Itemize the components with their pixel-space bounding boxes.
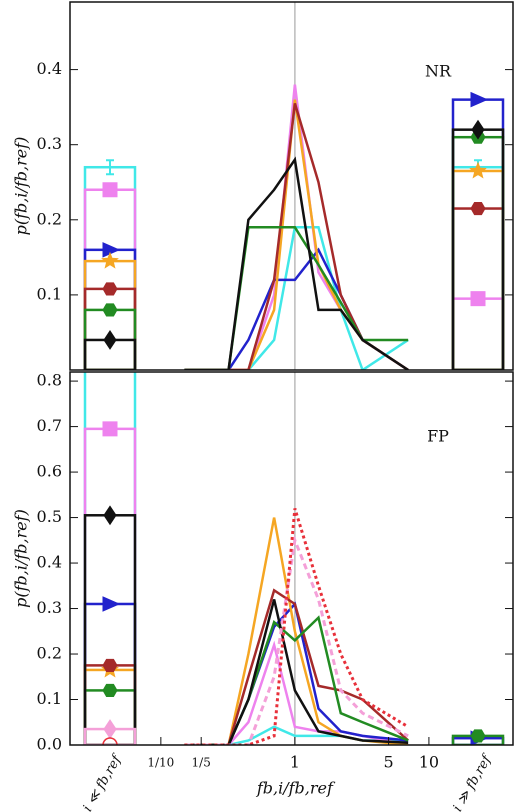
panel-frame: [69, 1, 514, 371]
bar: [451, 165, 505, 370]
marker: [102, 303, 118, 317]
marker: [102, 282, 118, 296]
y-axis-label: p(fb,i/fb,ref): [12, 509, 31, 608]
bar: [451, 169, 505, 370]
bar: [83, 287, 137, 370]
marker: [470, 291, 486, 307]
y-tick-label: 0.3: [37, 598, 62, 617]
series-line: [184, 599, 409, 745]
marker: [103, 505, 117, 526]
x-axis-label: fb,i/fb,ref: [256, 779, 336, 798]
series-line: [184, 156, 409, 370]
y-tick-label: 0.2: [37, 209, 62, 228]
series-line: [184, 615, 409, 745]
series-line: [184, 247, 409, 370]
y-tick-label: 0.4: [37, 59, 62, 78]
series-line: [184, 601, 409, 745]
marker: [471, 119, 485, 140]
marker: [102, 683, 118, 697]
y-tick-label: 0.4: [37, 553, 62, 572]
low-label: fb,i ≪ fb,ref: [71, 751, 125, 812]
marker: [103, 159, 117, 176]
panel-label: NR: [425, 62, 452, 81]
marker: [101, 251, 119, 269]
marker: [470, 729, 486, 743]
series-line: [184, 226, 409, 370]
bar: [451, 297, 505, 370]
y-tick-label: 0.5: [37, 507, 62, 526]
series-line: [184, 99, 409, 370]
marker: [102, 421, 118, 437]
bar: [83, 514, 137, 745]
y-tick-label: 0.2: [37, 644, 62, 663]
panel-frame: [69, 371, 514, 746]
x-tick-label: 1: [290, 753, 300, 772]
marker: [102, 182, 118, 198]
marker: [102, 737, 118, 745]
y-tick-label: 0.8: [37, 371, 62, 390]
y-tick-label: 0.0: [37, 735, 62, 754]
marker: [102, 596, 121, 612]
marker: [102, 242, 121, 258]
y-tick-label: 0.1: [37, 284, 62, 303]
plot-area: [83, 2, 505, 370]
x-tick-label: 1/10: [147, 756, 174, 770]
series-line: [184, 226, 409, 370]
y-tick-label: 0.1: [37, 689, 62, 708]
series-line: [184, 103, 409, 370]
high-label: fb,i ≫ fb,ref: [441, 751, 495, 812]
panel-label: FP: [427, 427, 449, 446]
y-tick-label: 0.7: [37, 416, 62, 435]
y-tick-label: 0.3: [37, 134, 62, 153]
marker: [103, 330, 117, 350]
bar: [83, 372, 137, 745]
y-axis-label: p(fb,i/fb,ref): [12, 137, 31, 236]
x-tick-label: 1/5: [192, 756, 211, 770]
bar: [83, 427, 137, 745]
plot-area: [83, 372, 505, 745]
x-tick-label: 5: [383, 753, 393, 772]
series-line: [184, 534, 409, 745]
marker: [469, 161, 487, 179]
marker: [102, 658, 118, 672]
bar: [451, 207, 505, 370]
series-line: [184, 588, 409, 745]
x-tick-label: 10: [419, 753, 439, 772]
marker: [470, 91, 489, 108]
series-line: [184, 508, 409, 745]
y-tick-label: 0.6: [37, 462, 62, 481]
marker: [470, 201, 486, 216]
marker: [103, 719, 117, 739]
